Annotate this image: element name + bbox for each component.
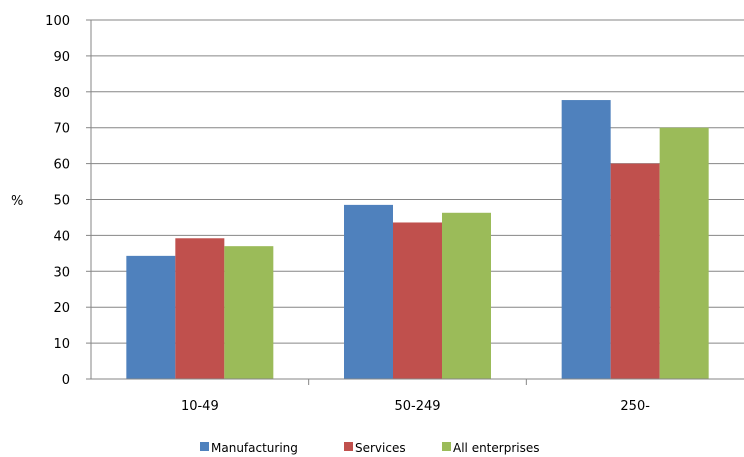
bar-services-10-49: [175, 238, 225, 379]
y-tick-label: 60: [53, 158, 70, 173]
bar-all-enterprises-10-49: [224, 246, 274, 379]
y-tick-label: 10: [53, 337, 70, 352]
legend-label: Manufacturing: [211, 441, 298, 455]
x-tick-labels: 10-49 50-249 250-: [181, 399, 650, 414]
y-tick-label: 40: [53, 229, 70, 244]
legend-label: Services: [355, 441, 406, 455]
y-tick-label: 90: [53, 50, 70, 65]
bar-all-enterprises-50-249: [442, 212, 491, 379]
y-tick-label: 50: [53, 194, 70, 209]
axes: [90, 20, 744, 380]
legend-swatch: [344, 442, 353, 451]
legend: Manufacturing Services All enterprises: [200, 441, 539, 455]
x-tick-label: 10-49: [181, 399, 219, 414]
bar-services-250-: [610, 163, 660, 379]
y-tick-label: 80: [53, 86, 70, 101]
x-tick-label: 50-249: [394, 399, 440, 414]
bar-all-enterprises-250-: [659, 127, 709, 379]
legend-swatch: [442, 442, 451, 451]
legend-swatch: [200, 442, 209, 451]
y-tick-label: 70: [53, 122, 70, 137]
y-tick-label: 100: [45, 14, 70, 29]
bar-manufacturing-10-49: [126, 255, 176, 379]
y-axis-title: %: [11, 194, 23, 209]
bar-manufacturing-50-249: [344, 204, 393, 379]
y-tick-label: 0: [62, 373, 70, 388]
bar-manufacturing-250-: [561, 100, 611, 379]
y-tick-label: 20: [53, 301, 70, 316]
legend-label: All enterprises: [453, 441, 539, 455]
bars: [126, 100, 709, 379]
y-tick-label: 30: [53, 265, 70, 280]
x-tick-label: 250-: [620, 399, 650, 414]
bar-services-50-249: [393, 222, 442, 379]
y-tick-labels: 0 10 20 30 40 50 60 70 80 90 100: [45, 14, 70, 388]
